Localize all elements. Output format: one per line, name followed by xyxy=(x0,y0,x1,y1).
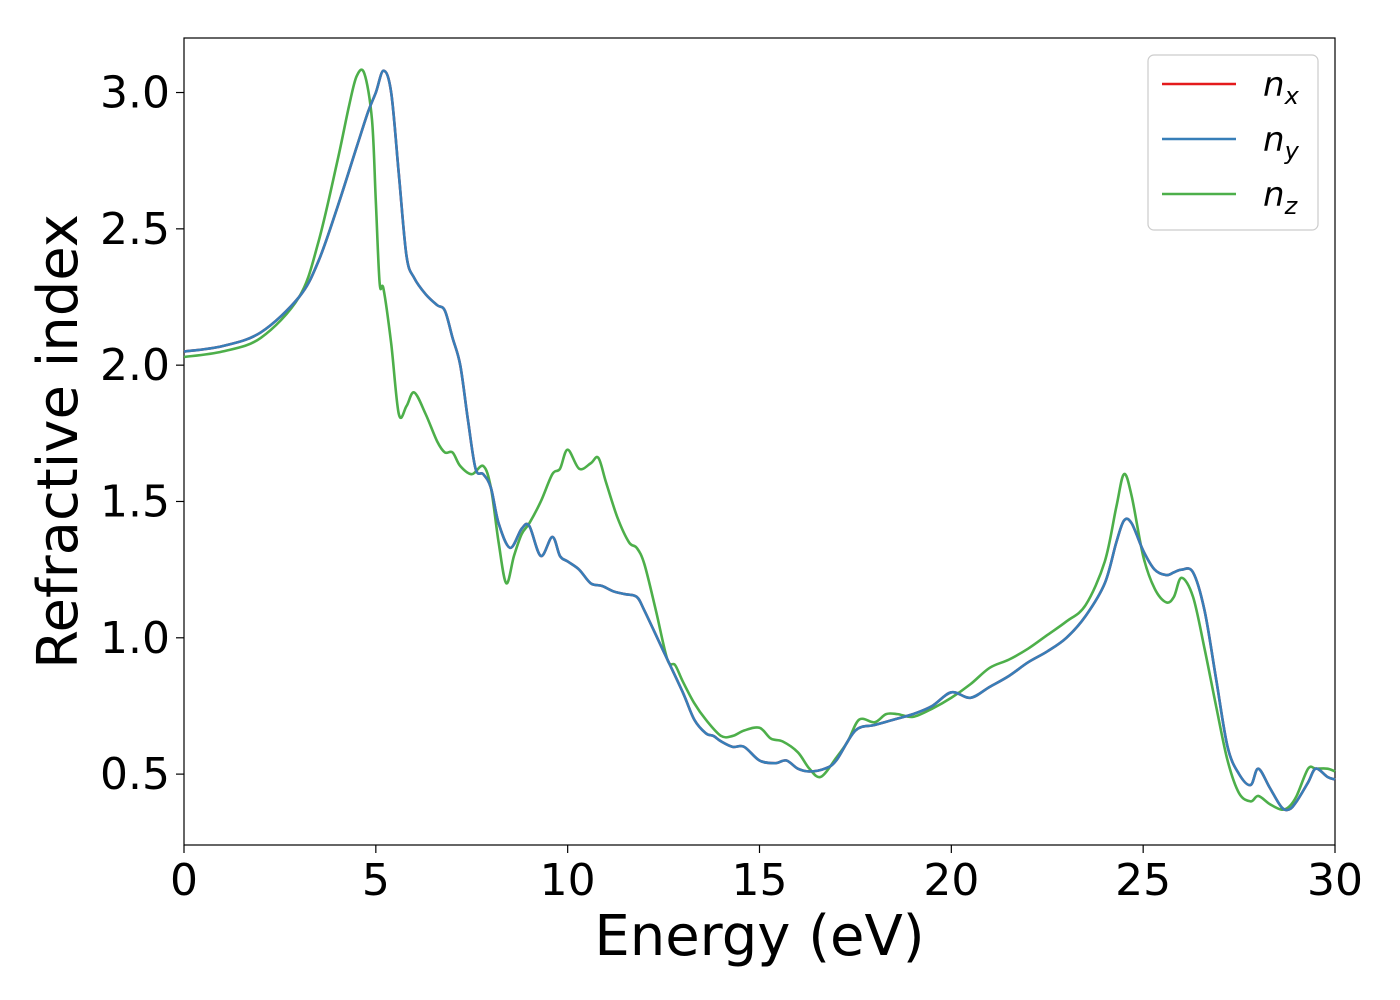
y-tick-label: 0.5 xyxy=(100,749,170,800)
legend-box xyxy=(1147,54,1319,231)
y-tick-label: 1.5 xyxy=(100,476,170,527)
x-tick-label: 10 xyxy=(540,855,596,906)
y-tick-label: 2.0 xyxy=(100,340,170,391)
series-layer xyxy=(183,68,1336,812)
x-axis-ticks: 0 5 10 15 20 25 30 xyxy=(170,845,1363,906)
y-tick-label: 1.0 xyxy=(100,613,170,664)
x-tick-label: 15 xyxy=(732,855,788,906)
legend-subscript-z: z xyxy=(1284,192,1299,220)
y-tick-label: 2.5 xyxy=(100,204,170,255)
x-tick-label: 5 xyxy=(362,855,390,906)
y-axis-label: Refractive index xyxy=(26,214,91,669)
x-tick-label: 25 xyxy=(1115,855,1171,906)
x-tick-label: 20 xyxy=(923,855,979,906)
y-tick-label: 3.0 xyxy=(100,68,170,119)
x-axis-label: Energy (eV) xyxy=(594,904,924,969)
legend-subscript-y: y xyxy=(1284,137,1300,165)
x-tick-label: 0 xyxy=(170,855,198,906)
x-tick-label: 30 xyxy=(1307,855,1363,906)
y-axis-ticks: 0.5 1.0 1.5 2.0 2.5 3.0 xyxy=(100,68,184,800)
series-line-y xyxy=(183,69,1336,812)
series-line-z xyxy=(183,68,1336,811)
legend-subscript-x: x xyxy=(1284,82,1300,110)
